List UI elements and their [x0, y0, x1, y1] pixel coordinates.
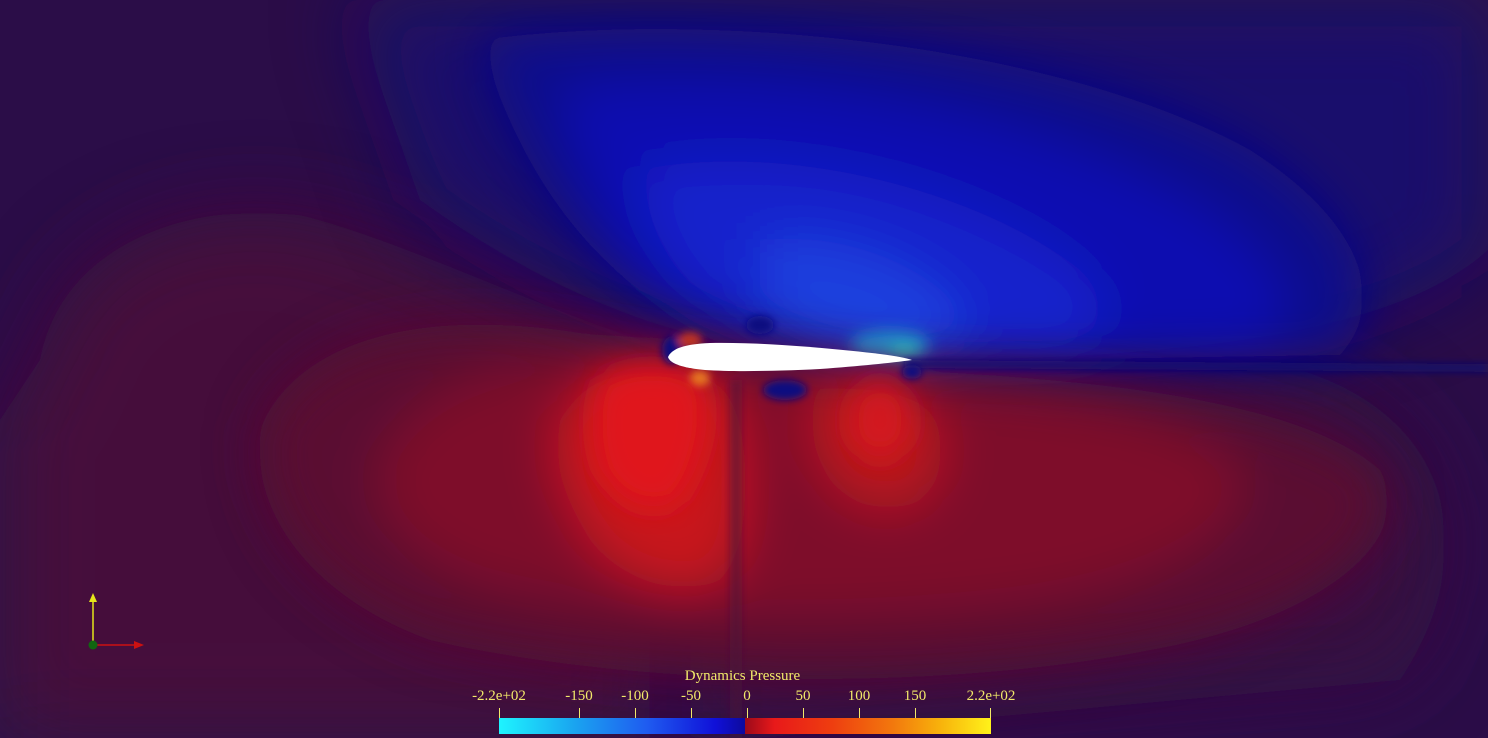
tick-label: 50 — [795, 688, 811, 704]
tick-mark — [990, 708, 991, 720]
pressure-stagnation — [592, 365, 912, 509]
tick-label: -50 — [681, 688, 701, 704]
tick-mark — [803, 708, 804, 720]
tick-label: -100 — [621, 688, 649, 704]
colorbar-negative — [499, 718, 745, 734]
suction-hotspot — [850, 331, 930, 359]
tick-mark — [915, 708, 916, 720]
mesh-seam — [730, 380, 742, 738]
tick-label-zero: 0 — [743, 688, 751, 704]
x-axis-arrow — [134, 641, 144, 649]
tick-label: -150 — [565, 688, 593, 704]
tick-mark — [499, 708, 500, 720]
tick-mark — [859, 708, 860, 720]
wake-line — [905, 360, 1488, 372]
z-axis-dot — [88, 640, 98, 650]
legend-title: Dynamics Pressure — [684, 668, 801, 684]
tick-mark — [635, 708, 636, 720]
axes-triad-icon — [78, 588, 150, 654]
y-axis-arrow — [89, 593, 97, 602]
leading-edge-vortices — [662, 316, 922, 400]
colorbar-positive — [745, 718, 991, 734]
color-legend[interactable]: Dynamics Pressure -2.2e+02 -150 -100 -50… — [460, 666, 1030, 738]
airfoil-shape — [668, 342, 912, 372]
tick-label: 100 — [847, 688, 871, 704]
suction-region — [480, 29, 1364, 362]
tick-label-max: 2.2e+02 — [966, 688, 1016, 704]
tick-mark — [579, 708, 580, 720]
tick-mark — [691, 708, 692, 720]
colorbar[interactable] — [499, 718, 991, 734]
tick-label-min: -2.2e+02 — [472, 688, 526, 704]
tick-mark — [747, 708, 748, 720]
tick-label: 150 — [903, 688, 927, 704]
